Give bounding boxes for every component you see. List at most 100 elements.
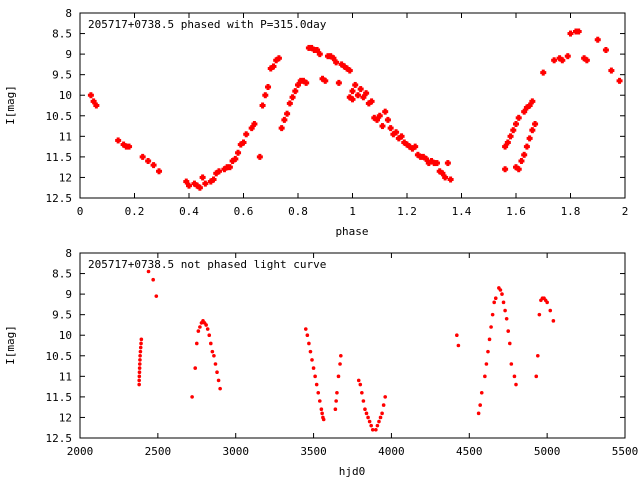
data-point: [493, 296, 498, 301]
data-point: [513, 121, 519, 127]
y-tick-label: 11: [59, 130, 72, 143]
x-tick-label: 2500: [145, 445, 172, 458]
y-tick-label: 10: [59, 89, 72, 102]
y-tick-label: 9.5: [52, 69, 72, 82]
data-point: [428, 158, 435, 164]
data-points-phased: [87, 28, 623, 191]
data-point: [262, 92, 269, 99]
x-tick-label: 1.4: [452, 205, 472, 218]
data-point: [456, 343, 461, 348]
data-point: [330, 55, 337, 62]
data-point: [313, 374, 317, 379]
data-point: [139, 337, 144, 342]
data-point: [138, 358, 142, 362]
data-point: [327, 53, 334, 60]
x-tick-label: 1: [349, 205, 356, 218]
data-point: [387, 125, 394, 132]
data-point: [115, 137, 122, 144]
data-point: [532, 121, 539, 127]
data-point: [608, 67, 615, 74]
data-point: [513, 164, 519, 171]
data-point: [523, 104, 530, 111]
data-point: [284, 110, 291, 117]
data-point: [374, 116, 381, 123]
x-tick-label: 2: [622, 205, 629, 218]
data-point: [381, 403, 386, 407]
data-point: [364, 411, 369, 416]
data-point: [318, 399, 322, 403]
y-tick-label: 12: [59, 171, 72, 184]
data-point: [334, 399, 338, 403]
data-point: [199, 174, 206, 181]
data-point: [529, 98, 536, 105]
data-point: [316, 51, 323, 58]
data-point: [333, 407, 338, 412]
data-point: [186, 182, 192, 189]
data-point: [210, 349, 215, 354]
data-point: [308, 44, 315, 51]
data-point: [259, 102, 266, 109]
x-tick-label: 0: [77, 205, 84, 218]
data-point: [383, 395, 388, 399]
data-point: [548, 308, 553, 313]
y-tick-label: 9: [65, 48, 72, 61]
data-point: [487, 337, 492, 342]
data-point: [526, 102, 533, 109]
data-point: [602, 47, 609, 53]
data-point: [406, 143, 413, 150]
data-point: [616, 77, 623, 84]
data-point: [333, 59, 340, 66]
data-point: [137, 370, 142, 375]
data-point: [215, 370, 219, 375]
data-point: [502, 166, 509, 173]
data-point: [319, 407, 324, 412]
data-point: [210, 176, 217, 183]
data-point: [232, 155, 239, 162]
data-point: [275, 55, 282, 62]
x-tick-label: 4000: [378, 445, 405, 458]
x-axis-label-not-phased: hjd0: [339, 465, 366, 478]
data-point: [492, 300, 497, 305]
data-point: [265, 84, 272, 90]
x-tick-label: 0.2: [125, 205, 145, 218]
data-point: [349, 96, 356, 103]
data-point: [436, 168, 443, 175]
data-point: [237, 141, 244, 148]
data-point: [379, 123, 386, 130]
data-point: [564, 53, 571, 60]
data-point: [335, 79, 342, 86]
data-point: [303, 327, 308, 331]
data-point: [498, 288, 503, 292]
x-tick-label: 1.8: [561, 205, 581, 218]
data-point: [251, 121, 258, 127]
data-point: [336, 374, 341, 379]
plot-frame-not-phased: [79, 252, 626, 439]
data-point: [193, 366, 198, 370]
y-tick-label: 9.5: [52, 309, 72, 322]
data-point: [205, 327, 210, 331]
data-point: [207, 178, 214, 185]
y-axis-label-phased: I[mag]: [4, 85, 17, 125]
data-point: [316, 390, 321, 395]
data-point: [204, 323, 208, 327]
data-point: [248, 125, 255, 132]
data-point: [363, 90, 370, 97]
axis-ticks-not-phased: 2000 2500 3000 3500 4000 4500 5000 5500 8 8.5 9 9.5…: [46, 247, 639, 458]
x-tick-label: 3000: [222, 445, 249, 458]
data-point: [361, 399, 366, 403]
data-point: [349, 88, 356, 95]
data-point: [523, 143, 530, 150]
data-point: [196, 329, 201, 333]
data-point: [507, 341, 512, 346]
data-point: [567, 30, 574, 37]
data-point: [154, 294, 159, 298]
y-tick-label: 10: [59, 329, 72, 342]
data-point: [414, 151, 421, 158]
data-point: [240, 139, 247, 146]
data-point: [365, 100, 372, 107]
data-point: [346, 94, 353, 101]
data-point: [300, 77, 307, 84]
data-point: [286, 100, 293, 107]
data-point: [521, 151, 528, 158]
data-point: [444, 160, 451, 167]
